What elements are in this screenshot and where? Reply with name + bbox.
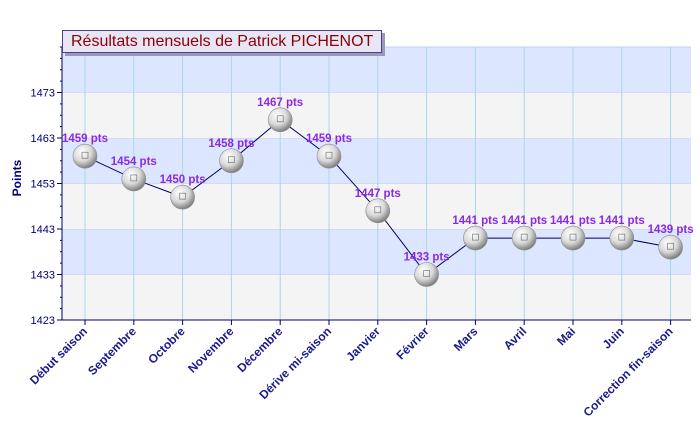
ball-emblem [130,174,138,182]
ball-emblem [81,151,89,159]
ball-emblem [423,270,430,277]
y-tick-label: 1433 [31,270,55,282]
ball-emblem [374,206,382,214]
ball-emblem [276,115,284,123]
x-tick-label: Novembre [185,324,237,376]
data-label: 1447 pts [355,188,401,200]
y-tick-label: 1423 [31,315,55,327]
ping-pong-ball-icon [170,184,195,210]
y-tick-label: 1453 [31,179,55,191]
data-label: 1459 pts [62,133,108,145]
ping-pong-ball-icon [267,107,293,133]
x-tick-label: Correction fin-saison [580,324,675,419]
data-point [414,262,439,287]
data-label: 1467 pts [257,97,303,109]
data-point [267,107,293,133]
data-point [560,225,586,251]
x-tick-label: Octobre [145,324,188,367]
x-tick-label: Mai [554,324,578,348]
ping-pong-ball-icon [560,225,586,251]
data-point [658,234,683,260]
ball-emblem [667,242,674,250]
ping-pong-ball-icon [463,225,488,251]
y-tick-label: 1463 [31,133,55,145]
data-label: 1459 pts [306,133,352,145]
ball-emblem [325,151,333,159]
x-tick-label: Décembre [234,324,285,375]
ball-emblem [472,233,479,241]
chart-title: Résultats mensuels de Patrick PICHENOT [62,30,383,53]
grid-band [62,274,691,320]
ping-pong-ball-icon [609,225,635,251]
x-tick-label: Juin [600,324,627,351]
ping-pong-ball-icon [219,148,244,174]
x-tick-label: Février [394,324,432,362]
y-tick-label: 1443 [31,224,55,236]
y-tick-label: 1473 [31,88,55,100]
data-point [511,225,537,251]
grid-band [62,47,691,93]
ball-emblem [228,156,235,164]
x-tick-label: Janvier [343,324,383,364]
data-label: 1433 pts [404,252,450,264]
data-label: 1441 pts [501,215,547,227]
grid-band [62,92,691,138]
data-point [121,166,147,192]
ping-pong-ball-icon [414,262,439,287]
data-point [170,184,195,210]
data-label: 1458 pts [208,138,254,150]
data-point [463,225,488,251]
data-point [365,198,391,224]
ping-pong-ball-icon [121,166,147,192]
ping-pong-ball-icon [316,143,342,169]
ping-pong-ball-icon [365,198,391,224]
ping-pong-ball-icon [72,143,98,169]
data-label: 1450 pts [160,174,206,186]
grid-band [62,138,691,184]
data-point [609,225,635,251]
ball-emblem [179,192,186,200]
grid-band [62,229,691,275]
x-tick-label: Mars [451,324,481,354]
data-point [72,143,98,169]
y-axis-label: Points [10,159,24,196]
data-label: 1439 pts [648,224,694,236]
data-point [316,143,342,169]
x-tick-label: Avril [501,324,529,352]
ball-emblem [569,233,577,241]
ball-emblem [520,233,528,241]
data-point [219,148,244,174]
data-label: 1441 pts [550,215,596,227]
data-label: 1441 pts [452,215,498,227]
x-tick-label: Septembre [85,324,139,378]
data-label: 1454 pts [111,156,157,168]
ping-pong-ball-icon [658,234,683,260]
data-label: 1441 pts [599,215,645,227]
ping-pong-ball-icon [511,225,537,251]
ball-emblem [618,233,626,241]
x-tick-label: Début saison [27,324,90,387]
